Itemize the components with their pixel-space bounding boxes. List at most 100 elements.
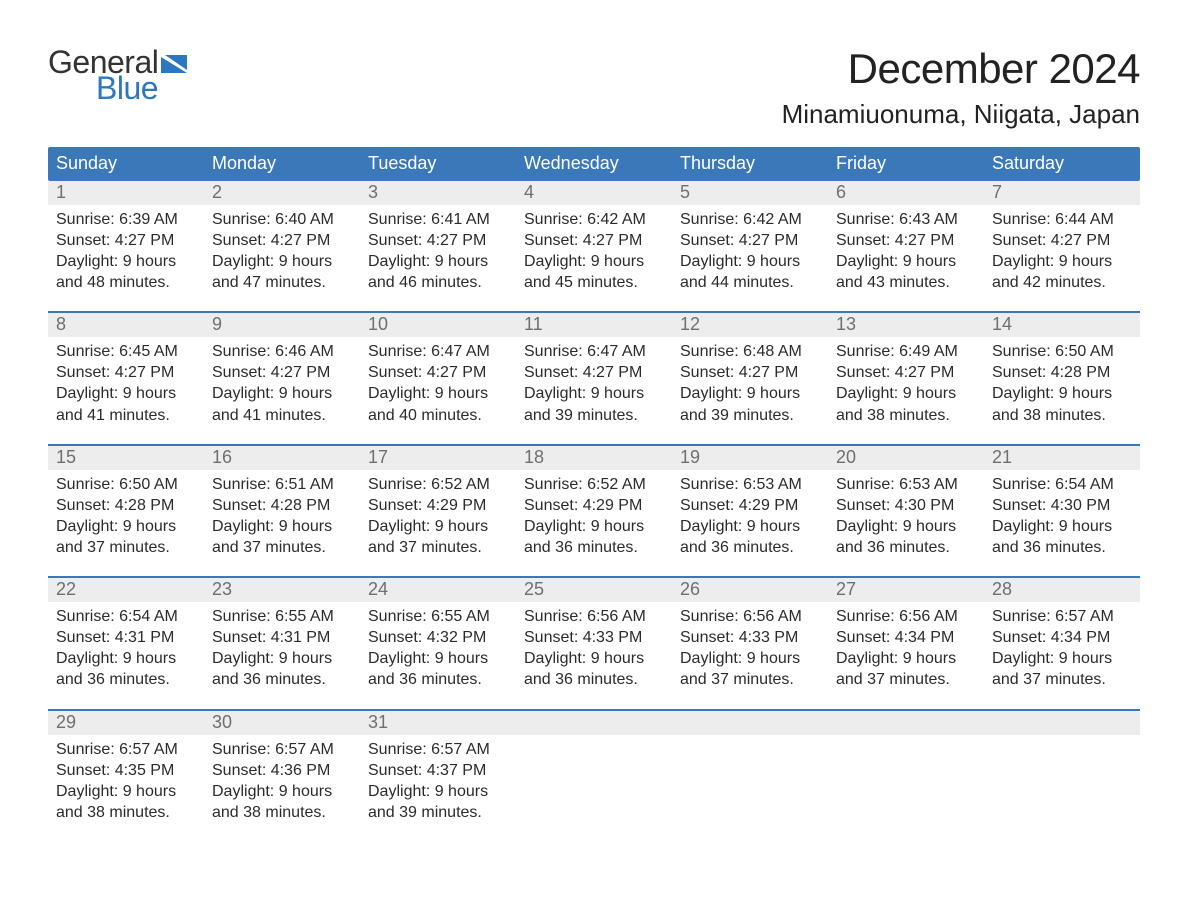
day-cell: Sunrise: 6:42 AMSunset: 4:27 PMDaylight:… bbox=[516, 205, 672, 293]
sunset-text: Sunset: 4:28 PM bbox=[56, 495, 196, 516]
sunset-text: Sunset: 4:27 PM bbox=[212, 230, 352, 251]
sunrise-text: Sunrise: 6:53 AM bbox=[680, 474, 820, 495]
day-number: 2 bbox=[204, 181, 360, 205]
sunrise-text: Sunrise: 6:57 AM bbox=[212, 739, 352, 760]
day-number: 28 bbox=[984, 578, 1140, 602]
calendar-week: 293031Sunrise: 6:57 AMSunset: 4:35 PMDay… bbox=[48, 709, 1140, 823]
sunset-text: Sunset: 4:27 PM bbox=[368, 362, 508, 383]
sunrise-text: Sunrise: 6:51 AM bbox=[212, 474, 352, 495]
location-subtitle: Minamiuonuma, Niigata, Japan bbox=[782, 100, 1140, 129]
sunset-text: Sunset: 4:32 PM bbox=[368, 627, 508, 648]
day-body-row: Sunrise: 6:45 AM Sunset: 4:27 PM Daylight:… bbox=[48, 337, 1140, 425]
sunrise-text: Sunrise: 6:54 AM bbox=[56, 606, 196, 627]
day-cell: Sunrise: 6:57 AMSunset: 4:34 PMDaylight:… bbox=[984, 602, 1140, 690]
daylight-text: Daylight: 9 hours bbox=[56, 383, 196, 404]
daylight-text: Daylight: 9 hours bbox=[524, 383, 664, 404]
sunrise-text: Sunrise: 6:57 AM bbox=[56, 739, 196, 760]
daylight-text: and 37 minutes. bbox=[992, 669, 1132, 690]
daylight-text: and 36 minutes. bbox=[368, 669, 508, 690]
day-number: 11 bbox=[516, 313, 672, 337]
sunset-text: Sunset: 4:31 PM bbox=[56, 627, 196, 648]
day-number: 15 bbox=[48, 446, 204, 470]
day-number: 19 bbox=[672, 446, 828, 470]
day-number: 25 bbox=[516, 578, 672, 602]
day-number-row: 15161718192021 bbox=[48, 446, 1140, 470]
sunset-text: Sunset: 4:31 PM bbox=[212, 627, 352, 648]
sunset-text: Sunset: 4:37 PM bbox=[368, 760, 508, 781]
daylight-text: and 37 minutes. bbox=[368, 537, 508, 558]
daylight-text: Daylight: 9 hours bbox=[368, 781, 508, 802]
day-number-row: 891011121314 bbox=[48, 313, 1140, 337]
sunset-text: Sunset: 4:29 PM bbox=[680, 495, 820, 516]
daylight-text: Daylight: 9 hours bbox=[368, 516, 508, 537]
daylight-text: Daylight: 9 hours bbox=[56, 516, 196, 537]
brand-word-2: Blue bbox=[96, 72, 187, 104]
daylight-text: and 36 minutes. bbox=[992, 537, 1132, 558]
day-number: 31 bbox=[360, 711, 516, 735]
daylight-text: Daylight: 9 hours bbox=[524, 251, 664, 272]
weekday-header: Sunday bbox=[48, 147, 204, 181]
sunrise-text: Sunrise: 6:48 AM bbox=[680, 341, 820, 362]
daylight-text: and 39 minutes. bbox=[680, 405, 820, 426]
day-number: 4 bbox=[516, 181, 672, 205]
daylight-text: and 48 minutes. bbox=[56, 272, 196, 293]
day-cell: Sunrise: 6:52 AMSunset: 4:29 PMDaylight:… bbox=[516, 470, 672, 558]
daylight-text: and 36 minutes. bbox=[524, 669, 664, 690]
daylight-text: and 37 minutes. bbox=[56, 537, 196, 558]
sunrise-text: Sunrise: 6:53 AM bbox=[836, 474, 976, 495]
daylight-text: and 36 minutes. bbox=[212, 669, 352, 690]
sunrise-text: Sunrise: 6:46 AM bbox=[212, 341, 352, 362]
day-number: 8 bbox=[48, 313, 204, 337]
day-cell: Sunrise: 6:47 AMSunset: 4:27 PMDaylight:… bbox=[516, 337, 672, 425]
sunrise-text: Sunrise: 6:57 AM bbox=[992, 606, 1132, 627]
daylight-text: Daylight: 9 hours bbox=[836, 383, 976, 404]
title-block: December 2024 Minamiuonuma, Niigata, Jap… bbox=[782, 46, 1140, 129]
day-number: 12 bbox=[672, 313, 828, 337]
daylight-text: and 44 minutes. bbox=[680, 272, 820, 293]
sunset-text: Sunset: 4:27 PM bbox=[212, 362, 352, 383]
day-cell: Sunrise: 6:50 AMSunset: 4:28 PMDaylight:… bbox=[984, 337, 1140, 425]
sunrise-text: Sunrise: 6:42 AM bbox=[680, 209, 820, 230]
sunrise-text: Sunrise: 6:55 AM bbox=[368, 606, 508, 627]
day-cell: Sunrise: 6:54 AMSunset: 4:30 PMDaylight:… bbox=[984, 470, 1140, 558]
daylight-text: and 47 minutes. bbox=[212, 272, 352, 293]
day-cell: Sunrise: 6:56 AMSunset: 4:33 PMDaylight:… bbox=[672, 602, 828, 690]
daylight-text: and 41 minutes. bbox=[56, 405, 196, 426]
sunrise-text: Sunrise: 6:55 AM bbox=[212, 606, 352, 627]
sunset-text: Sunset: 4:28 PM bbox=[212, 495, 352, 516]
daylight-text: Daylight: 9 hours bbox=[836, 648, 976, 669]
day-cell: Sunrise: 6:57 AMSunset: 4:36 PMDaylight:… bbox=[204, 735, 360, 823]
sunrise-text: Sunrise: 6:47 AM bbox=[368, 341, 508, 362]
daylight-text: Daylight: 9 hours bbox=[368, 251, 508, 272]
day-cell: Sunrise: 6:44 AMSunset: 4:27 PMDaylight:… bbox=[984, 205, 1140, 293]
sunrise-text: Sunrise: 6:45 AM bbox=[56, 341, 196, 362]
sunset-text: Sunset: 4:36 PM bbox=[212, 760, 352, 781]
daylight-text: and 42 minutes. bbox=[992, 272, 1132, 293]
day-number: 24 bbox=[360, 578, 516, 602]
daylight-text: Daylight: 9 hours bbox=[56, 648, 196, 669]
calendar-week: 22232425262728Sunrise: 6:54 AMSunset: 4:… bbox=[48, 576, 1140, 690]
calendar-week: 1234567Sunrise: 6:39 AMSunset: 4:27 PMDa… bbox=[48, 181, 1140, 293]
sunrise-text: Sunrise: 6:56 AM bbox=[680, 606, 820, 627]
daylight-text: Daylight: 9 hours bbox=[368, 648, 508, 669]
sunset-text: Sunset: 4:28 PM bbox=[992, 362, 1132, 383]
day-cell: Sunrise: 6:56 AMSunset: 4:34 PMDaylight:… bbox=[828, 602, 984, 690]
calendar-week: 15161718192021Sunrise: 6:50 AMSunset: 4:… bbox=[48, 444, 1140, 558]
daylight-text: Daylight: 9 hours bbox=[56, 781, 196, 802]
daylight-text: Daylight: 9 hours bbox=[992, 516, 1132, 537]
sunrise-text: Sunrise: 6:56 AM bbox=[524, 606, 664, 627]
day-cell: Sunrise: 6:40 AMSunset: 4:27 PMDaylight:… bbox=[204, 205, 360, 293]
day-cell: Sunrise: 6:49 AMSunset: 4:27 PMDaylight:… bbox=[828, 337, 984, 425]
day-cell: Sunrise: 6:47 AMSunset: 4:27 PMDaylight:… bbox=[360, 337, 516, 425]
day-body-row: Sunrise: 6:50 AMSunset: 4:28 PMDaylight:… bbox=[48, 470, 1140, 558]
sunrise-text: Sunrise: 6:41 AM bbox=[368, 209, 508, 230]
daylight-text: and 36 minutes. bbox=[524, 537, 664, 558]
day-number: 16 bbox=[204, 446, 360, 470]
day-cell: Sunrise: 6:57 AMSunset: 4:37 PMDaylight:… bbox=[360, 735, 516, 823]
page-title: December 2024 bbox=[782, 46, 1140, 92]
day-cell: Sunrise: 6:52 AMSunset: 4:29 PMDaylight:… bbox=[360, 470, 516, 558]
sunrise-text: Sunrise: 6:40 AM bbox=[212, 209, 352, 230]
daylight-text: and 40 minutes. bbox=[368, 405, 508, 426]
sunset-text: Sunset: 4:27 PM bbox=[56, 230, 196, 251]
day-cell: Sunrise: 6:43 AMSunset: 4:27 PMDaylight:… bbox=[828, 205, 984, 293]
